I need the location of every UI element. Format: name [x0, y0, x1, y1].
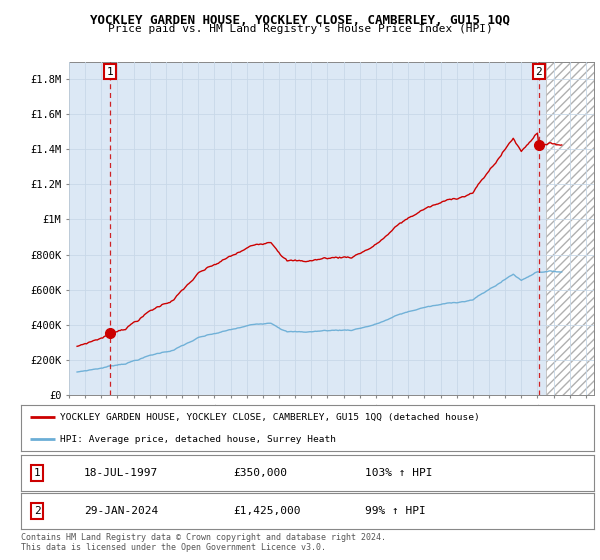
- Text: Price paid vs. HM Land Registry's House Price Index (HPI): Price paid vs. HM Land Registry's House …: [107, 24, 493, 34]
- Text: HPI: Average price, detached house, Surrey Heath: HPI: Average price, detached house, Surr…: [60, 435, 336, 444]
- Text: This data is licensed under the Open Government Licence v3.0.: This data is licensed under the Open Gov…: [21, 543, 326, 552]
- Text: £350,000: £350,000: [233, 468, 287, 478]
- Text: 1: 1: [107, 67, 113, 77]
- Text: 18-JUL-1997: 18-JUL-1997: [84, 468, 158, 478]
- Text: 2: 2: [535, 67, 542, 77]
- Bar: [545, 62, 594, 395]
- Text: YOCKLEY GARDEN HOUSE, YOCKLEY CLOSE, CAMBERLEY, GU15 1QQ (detached house): YOCKLEY GARDEN HOUSE, YOCKLEY CLOSE, CAM…: [60, 413, 480, 422]
- Text: 103% ↑ HPI: 103% ↑ HPI: [365, 468, 432, 478]
- Text: 29-JAN-2024: 29-JAN-2024: [84, 506, 158, 516]
- Text: 1: 1: [34, 468, 40, 478]
- Bar: [545, 62, 594, 395]
- Text: YOCKLEY GARDEN HOUSE, YOCKLEY CLOSE, CAMBERLEY, GU15 1QQ: YOCKLEY GARDEN HOUSE, YOCKLEY CLOSE, CAM…: [90, 14, 510, 27]
- Text: 2: 2: [34, 506, 40, 516]
- Text: £1,425,000: £1,425,000: [233, 506, 301, 516]
- Text: 99% ↑ HPI: 99% ↑ HPI: [365, 506, 425, 516]
- Bar: [545, 62, 594, 395]
- Text: Contains HM Land Registry data © Crown copyright and database right 2024.: Contains HM Land Registry data © Crown c…: [21, 533, 386, 542]
